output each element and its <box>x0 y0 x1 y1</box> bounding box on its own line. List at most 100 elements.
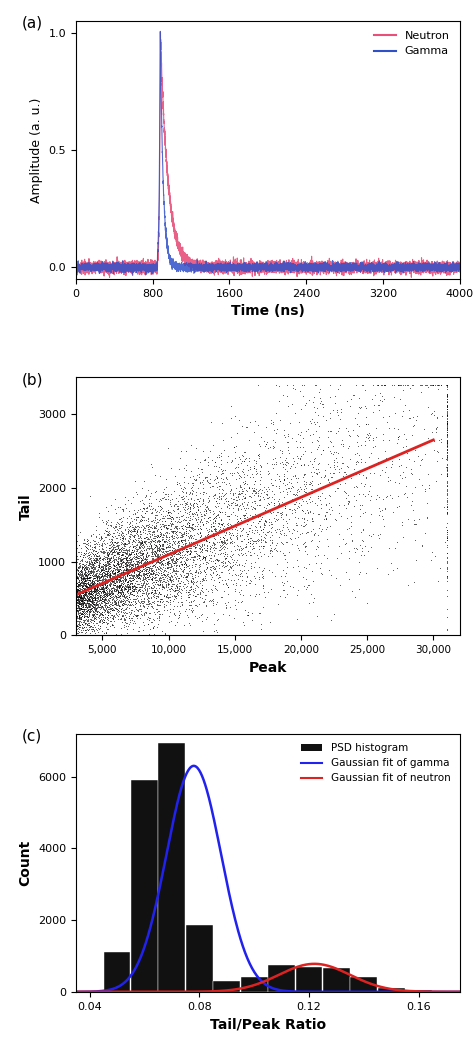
Point <box>143 568 151 585</box>
Point <box>81 601 88 618</box>
Point <box>72 578 80 595</box>
Point <box>150 566 157 583</box>
Point <box>110 554 118 571</box>
Point <box>86 596 93 613</box>
Point <box>128 579 136 596</box>
Point <box>296 451 304 468</box>
Point <box>73 588 81 604</box>
Point <box>151 559 158 575</box>
Point <box>75 567 82 584</box>
Point <box>130 577 137 594</box>
Point <box>75 580 83 597</box>
Point <box>103 586 111 602</box>
Point <box>418 376 425 393</box>
Point <box>97 604 105 621</box>
Point <box>104 547 112 564</box>
Point <box>166 549 174 566</box>
Point <box>252 462 259 479</box>
Point <box>198 496 206 513</box>
Point <box>123 576 131 593</box>
Point <box>100 580 107 597</box>
Point <box>234 458 241 475</box>
Point <box>192 483 200 500</box>
Point <box>88 578 95 595</box>
Point <box>166 594 173 611</box>
Point <box>137 563 145 579</box>
Point <box>217 503 224 520</box>
Point <box>163 525 171 542</box>
Point <box>358 497 366 514</box>
Point <box>184 584 192 600</box>
Point <box>94 551 101 568</box>
Point <box>284 428 292 445</box>
Point <box>77 562 85 578</box>
Point <box>83 570 91 587</box>
Point <box>115 516 123 532</box>
Point <box>185 518 193 535</box>
Point <box>72 561 80 577</box>
Point <box>157 553 165 570</box>
Point <box>151 501 159 518</box>
Point <box>317 523 325 540</box>
Point <box>443 429 450 446</box>
Point <box>131 598 139 615</box>
Point <box>201 507 209 524</box>
Point <box>275 495 283 512</box>
Point <box>443 468 450 484</box>
Point <box>83 592 91 609</box>
Point <box>179 528 187 545</box>
Point <box>102 578 109 595</box>
Point <box>242 565 249 582</box>
Point <box>101 573 109 590</box>
Point <box>222 490 230 506</box>
Point <box>75 582 83 598</box>
Point <box>140 570 147 587</box>
Point <box>412 516 419 532</box>
Point <box>74 603 82 620</box>
Point <box>117 593 125 610</box>
Point <box>153 554 161 571</box>
Point <box>142 557 149 574</box>
Point <box>171 536 179 552</box>
Point <box>362 416 370 432</box>
Point <box>77 627 84 644</box>
Point <box>153 532 160 549</box>
Point <box>188 521 196 538</box>
Point <box>120 611 128 627</box>
Point <box>157 501 165 518</box>
Point <box>105 572 112 589</box>
Point <box>189 574 196 591</box>
Point <box>78 578 86 595</box>
Point <box>137 580 144 597</box>
Point <box>244 461 252 478</box>
Point <box>328 423 335 440</box>
Point <box>107 583 114 599</box>
Point <box>90 583 98 599</box>
Point <box>186 582 194 598</box>
Point <box>443 428 450 445</box>
Point <box>145 595 152 612</box>
Point <box>250 532 258 549</box>
Point <box>122 604 130 621</box>
Point <box>276 504 284 521</box>
Point <box>163 555 171 572</box>
Point <box>94 627 102 644</box>
Point <box>136 537 144 553</box>
Point <box>257 469 265 485</box>
Point <box>384 472 392 489</box>
Point <box>126 552 133 569</box>
Point <box>86 546 94 563</box>
Point <box>171 554 178 571</box>
Point <box>73 584 81 600</box>
Point <box>287 480 294 497</box>
Point <box>139 595 146 612</box>
Point <box>215 556 222 573</box>
Point <box>224 517 232 533</box>
Point <box>287 531 295 548</box>
Point <box>167 508 175 525</box>
Point <box>159 537 166 553</box>
Point <box>313 413 320 430</box>
Point <box>199 491 207 507</box>
Point <box>147 455 155 472</box>
Point <box>76 587 84 603</box>
